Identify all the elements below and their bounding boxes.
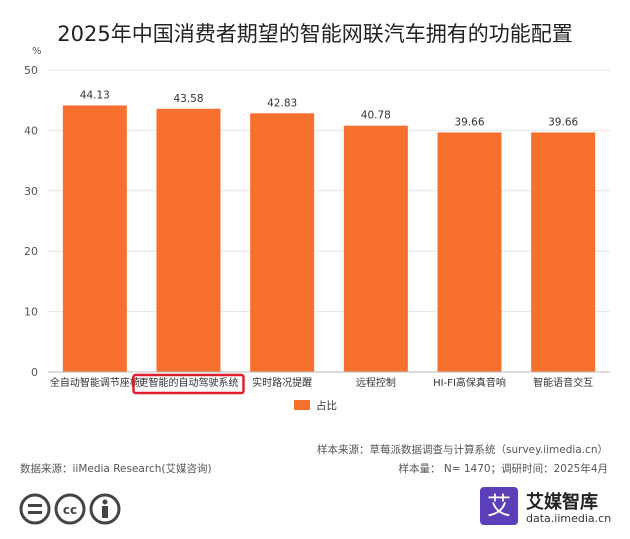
- license-icons: cc: [19, 493, 121, 525]
- data-label: 39.66: [454, 116, 484, 128]
- y-tick-label: 30: [24, 185, 38, 198]
- brand-url: data.iimedia.cn: [526, 512, 612, 525]
- legend-label: 占比: [316, 399, 337, 412]
- data-label: 39.66: [548, 116, 578, 128]
- bar-chart: 0 10 20 30 40 50 % 44.13 43.58 42.83 40.78 39.66 3…: [24, 46, 610, 412]
- sample-source-note: 样本来源：草莓派数据调查与计算系统（survey.iimedia.cn）: [317, 444, 608, 456]
- gridlines: [48, 69, 610, 313]
- x-tick-label: 实时路况提醒: [252, 376, 312, 389]
- legend: 占比: [294, 399, 337, 412]
- y-tick-label: 50: [24, 64, 38, 77]
- y-axis-ticks: 0 10 20 30 40 50: [24, 64, 38, 379]
- y-tick-label: 40: [24, 124, 38, 137]
- data-label: 42.83: [267, 97, 297, 109]
- bar: [250, 113, 315, 373]
- y-tick-label: 20: [24, 245, 38, 258]
- person-icon: [89, 493, 121, 525]
- x-tick-label: 更智能的自动驾驶系统: [139, 376, 239, 389]
- y-axis-label: %: [32, 46, 42, 57]
- brand-name: 艾媒智库: [526, 492, 598, 513]
- data-label: 43.58: [173, 93, 203, 105]
- data-source-note: 数据来源：iiMedia Research(艾媒咨询): [20, 463, 212, 475]
- data-label: 40.78: [361, 110, 391, 122]
- chart-title: 2025年中国消费者期望的智能网联汽车拥有的功能配置: [57, 22, 573, 46]
- x-tick-label: 智能语音交互: [533, 376, 593, 389]
- y-tick-label: 10: [24, 306, 38, 319]
- highlight-box: [132, 373, 245, 395]
- y-tick-label: 0: [31, 366, 38, 379]
- data-labels: 44.13 43.58 42.83 40.78 39.66 39.66: [80, 89, 579, 128]
- bars: [62, 105, 596, 373]
- svg-text:cc: cc: [63, 503, 77, 517]
- x-tick-label: HI-FI高保真音响: [433, 376, 506, 389]
- brand-logo: 艾: [480, 487, 518, 525]
- bar: [437, 132, 502, 372]
- x-tick-label: 远程控制: [356, 376, 396, 389]
- bar: [62, 105, 127, 372]
- cc-icon: cc: [54, 493, 86, 525]
- brand: 艾 艾媒智库 data.iimedia.cn: [480, 487, 630, 533]
- x-tick-label: 全自动智能调节座椅: [50, 376, 140, 389]
- bar: [531, 132, 596, 372]
- legend-swatch: [294, 400, 310, 410]
- bar: [156, 108, 221, 373]
- data-label: 44.13: [80, 89, 110, 101]
- sample-size-note: 样本量： N= 1470；调研时间：2025年4月: [398, 463, 608, 475]
- bar: [343, 125, 408, 372]
- equal-icon: [19, 493, 51, 525]
